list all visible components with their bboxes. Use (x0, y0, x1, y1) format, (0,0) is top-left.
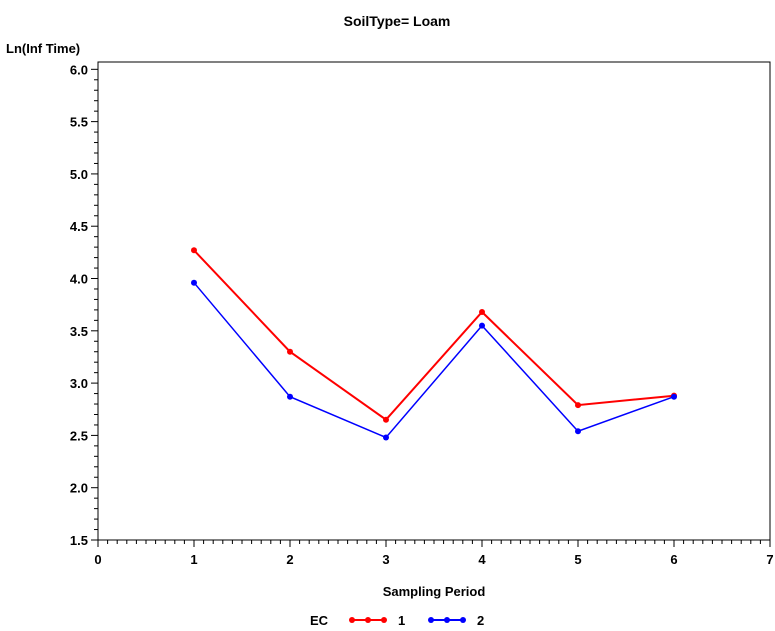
series-2-point (671, 393, 677, 400)
x-tick-label: 0 (94, 552, 101, 567)
series-1-point (575, 402, 581, 409)
y-tick-label: 3.5 (70, 324, 88, 339)
plot-frame (97, 61, 771, 541)
y-tick-label: 4.5 (70, 219, 88, 234)
series-layer (191, 247, 677, 441)
x-tick-label: 3 (382, 552, 389, 567)
y-tick-label: 2.0 (70, 481, 88, 496)
x-tick-label: 5 (574, 552, 581, 567)
y-tick-label: 5.5 (70, 115, 88, 130)
legend-marker (381, 617, 387, 623)
legend-label-2: 2 (477, 613, 484, 628)
y-axis-label: Ln(Inf Time) (6, 41, 80, 56)
legend: EC 1 2 (310, 613, 484, 628)
legend-marker (428, 617, 434, 623)
x-tick-label: 1 (190, 552, 197, 567)
x-tick-label: 7 (766, 552, 773, 567)
y-tick-label: 2.5 (70, 428, 88, 443)
legend-marker (444, 617, 450, 623)
x-axis-ticks: 0 1 2 3 4 5 6 7 (94, 540, 774, 567)
series-2-point (383, 434, 389, 441)
chart-title: SoilType= Loam (344, 13, 451, 29)
series-1-point (191, 247, 197, 254)
x-tick-label: 2 (286, 552, 293, 567)
legend-marker (365, 617, 371, 623)
series-2-point (479, 322, 485, 329)
y-tick-label: 3.0 (70, 376, 88, 391)
series-2-point (287, 393, 293, 400)
legend-title: EC (310, 613, 329, 628)
y-tick-label: 1.5 (70, 533, 88, 548)
series-2-point (575, 428, 581, 435)
x-tick-label: 6 (670, 552, 677, 567)
series-1-line (193, 249, 675, 422)
legend-label-1: 1 (398, 613, 405, 628)
y-tick-label: 4.0 (70, 272, 88, 287)
series-1-point (287, 348, 293, 355)
x-axis-label: Sampling Period (383, 584, 486, 599)
series-2-point (191, 279, 197, 286)
y-tick-label: 5.0 (70, 167, 88, 182)
legend-marker (460, 617, 466, 623)
series-2-line (193, 282, 675, 439)
series-1-point (383, 416, 389, 423)
legend-marker (349, 617, 355, 623)
y-axis-ticks: 1.5 2.0 2.5 3.0 3.5 4.0 4.5 5.0 5.5 6.0 (70, 62, 98, 548)
x-tick-label: 4 (478, 552, 486, 567)
y-tick-label: 6.0 (70, 62, 88, 77)
series-1-point (479, 308, 485, 315)
